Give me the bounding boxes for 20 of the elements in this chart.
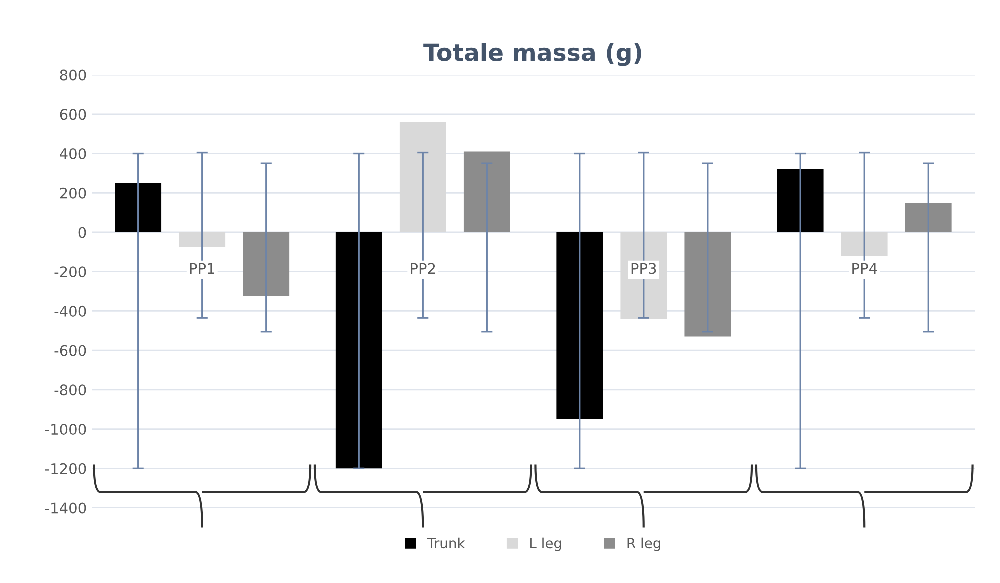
chart-title: Totale massa (g) [424, 43, 642, 66]
x-tick-label: PP3 [632, 263, 656, 274]
y-tick-label: -1200 [45, 463, 86, 474]
legend-label: L leg [530, 538, 562, 552]
x-tick-label: PP4 [852, 263, 878, 274]
legend-label: Trunk [427, 538, 466, 549]
y-tick-label: -600 [54, 345, 86, 356]
y-tick-label: -400 [54, 306, 86, 317]
y-tick-label: 800 [60, 70, 86, 81]
y-tick-label: -800 [54, 384, 86, 396]
y-tick-label: -200 [54, 266, 86, 278]
x-tick-label: PP2 [411, 263, 436, 274]
y-tick-label: -1400 [45, 502, 86, 514]
y-tick-label: -1000 [45, 424, 86, 436]
y-tick-label: 0 [78, 227, 86, 238]
legend-label: R leg [628, 538, 660, 552]
y-tick-label: 200 [60, 188, 86, 199]
y-tick-label: 400 [60, 148, 86, 160]
y-tick-label: 600 [60, 109, 86, 120]
x-tick-label: PP1 [190, 263, 214, 274]
